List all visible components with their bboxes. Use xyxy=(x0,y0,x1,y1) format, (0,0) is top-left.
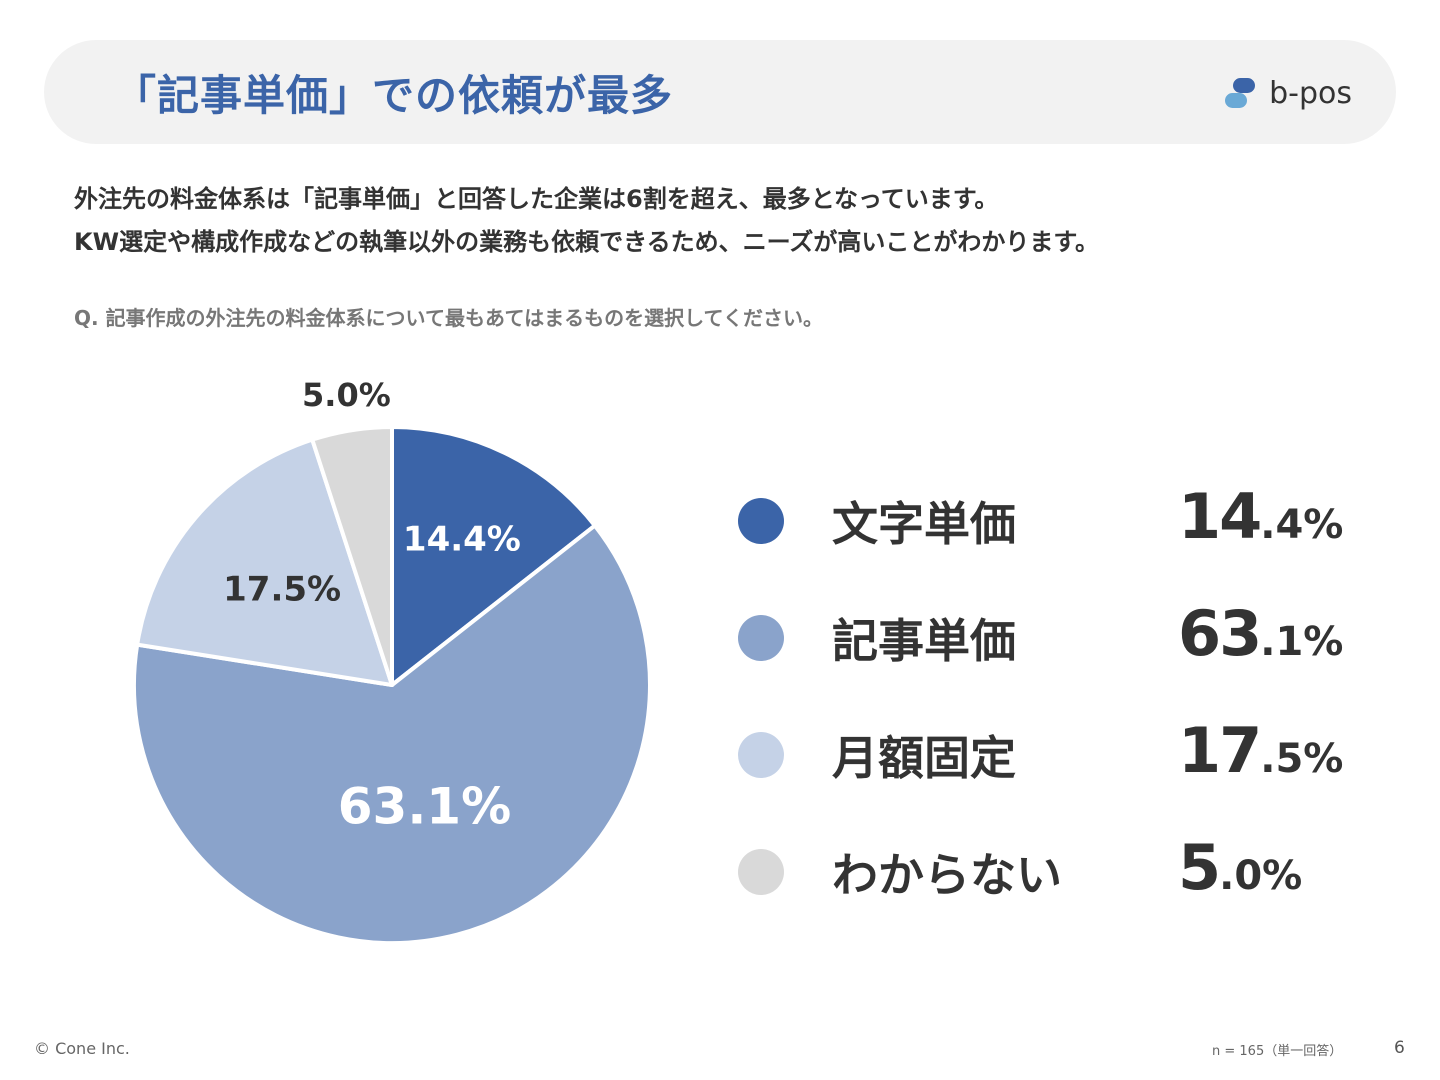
legend-row: 月額固定 17.5% xyxy=(736,714,1376,831)
legend-value: 63.1% xyxy=(1178,597,1343,670)
legend-swatch xyxy=(738,615,784,661)
logo-text: b-pos xyxy=(1269,75,1352,111)
legend-value-integer: 5 xyxy=(1178,831,1221,904)
pie-slice-4 xyxy=(310,425,394,687)
legend-swatch xyxy=(738,732,784,778)
legend-value: 5.0% xyxy=(1178,831,1302,904)
legend-label: わからない xyxy=(832,848,1062,902)
pie-label-3: 17.5% xyxy=(223,570,341,610)
legend-label: 文字単価 xyxy=(832,497,1016,551)
legend-value-decimal: .1% xyxy=(1260,619,1344,665)
footer-copyright: © Cone Inc. xyxy=(34,1039,130,1058)
legend-value-integer: 14 xyxy=(1178,480,1262,553)
legend-value-decimal: .0% xyxy=(1219,853,1303,899)
b-pos-logo-icon xyxy=(1225,78,1256,108)
page-title: 「記事単価」での依頼が最多 xyxy=(114,71,674,120)
legend-value-integer: 17 xyxy=(1178,714,1262,787)
pie-slice-2 xyxy=(132,523,652,945)
legend-label: 記事単価 xyxy=(832,614,1016,668)
legend-value-integer: 63 xyxy=(1178,597,1262,670)
survey-question: Q. 記事作成の外注先の料金体系について最もあてはまるものを選択してください。 xyxy=(74,306,823,330)
pie-label-2: 63.1% xyxy=(338,777,511,835)
pie-slice-1 xyxy=(390,425,597,687)
legend-label: 月額固定 xyxy=(832,731,1016,785)
pie-label-1: 14.4% xyxy=(403,520,521,560)
legend-value: 14.4% xyxy=(1178,480,1343,553)
legend-value-decimal: .4% xyxy=(1260,502,1344,548)
legend-value-decimal: .5% xyxy=(1260,736,1344,782)
description: 外注先の料金体系は「記事単価」と回答した企業は6割を超え、最多となっています。 … xyxy=(74,178,1099,264)
legend-value: 17.5% xyxy=(1178,714,1343,787)
footer-sample-note: n = 165（単一回答） xyxy=(1212,1044,1343,1059)
legend-row: 文字単価 14.4% xyxy=(736,480,1376,597)
legend-row: 記事単価 63.1% xyxy=(736,597,1376,714)
pie-label-4: 5.0% xyxy=(302,376,391,414)
legend-swatch xyxy=(738,498,784,544)
description-line-2: KW選定や構成作成などの執筆以外の業務も依頼できるため、ニーズが高いことがわかり… xyxy=(74,228,1099,256)
legend-swatch xyxy=(738,849,784,895)
chart-legend: 文字単価 14.4% 記事単価 63.1% 月額固定 17.5% わからない 5.0% xyxy=(736,480,1376,948)
page-number: 6 xyxy=(1394,1038,1405,1058)
pie-chart: 14.4% 63.1% 17.5% 5.0% xyxy=(132,376,652,945)
description-line-1: 外注先の料金体系は「記事単価」と回答した企業は6割を超え、最多となっています。 xyxy=(74,185,999,213)
header-bar: 「記事単価」での依頼が最多 b-pos xyxy=(44,40,1396,144)
legend-row: わからない 5.0% xyxy=(736,831,1376,948)
logo: b-pos xyxy=(1223,70,1352,116)
pie-slice-3 xyxy=(135,437,394,687)
